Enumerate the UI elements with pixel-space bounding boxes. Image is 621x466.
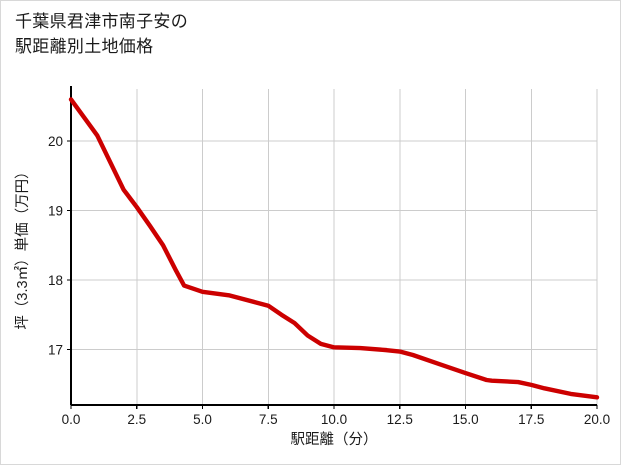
x-tick-label: 17.5 [518,412,544,427]
data-series [68,97,600,400]
page-title: 千葉県君津市南子安の 駅距離別土地価格 [15,12,188,56]
y-tick-label: 19 [48,204,63,219]
y-tick-label: 20 [48,134,63,149]
x-tick-labels: 0.0 2.5 5.0 7.5 10.0 12.5 15.0 17.5 20.0 [62,412,611,427]
y-tick-label: 18 [48,273,63,288]
x-axis-title: 駅距離（分） [291,430,378,448]
x-tick-label: 20.0 [584,412,610,427]
x-tick-label: 2.5 [127,412,146,427]
y-tick-label: 17 [48,342,63,357]
x-tick-label: 0.0 [62,412,81,427]
x-tick-label: 5.0 [193,412,212,427]
x-tick-label: 15.0 [452,412,478,427]
y-axis-title: 坪（3.3㎡）単価（万円） [14,164,31,329]
x-tick-label: 7.5 [259,412,278,427]
x-tick-label: 12.5 [387,412,413,427]
y-tick-labels: 17 18 19 20 [48,134,63,357]
gridlines [71,89,598,405]
x-tick-label: 10.0 [321,412,347,427]
series-line [68,97,600,400]
axis-tickmarks [67,140,598,409]
